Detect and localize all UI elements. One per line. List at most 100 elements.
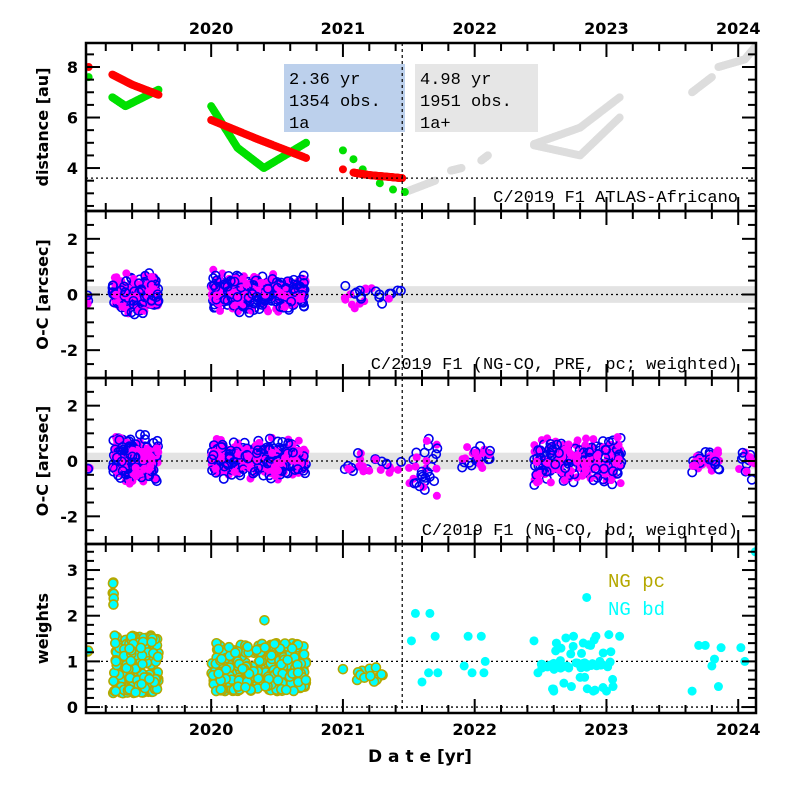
residual-point xyxy=(225,445,236,456)
panel-title: C/2019 F1 (NG-CO, PRE, pc; weighted) xyxy=(371,356,738,375)
weight-bd-point xyxy=(476,631,486,641)
weight-pc-point xyxy=(136,678,147,690)
weight-pc-point xyxy=(282,654,293,666)
residual-point xyxy=(244,307,255,318)
weight-bd-point xyxy=(568,641,578,651)
residual-point xyxy=(395,285,406,296)
residual-point xyxy=(550,459,561,470)
residual-point xyxy=(251,291,262,302)
residual-point xyxy=(340,280,351,291)
residual-point xyxy=(553,448,564,459)
x-tick-label-top: 2024 xyxy=(716,19,761,38)
heliocentric-pre-point xyxy=(338,165,347,174)
residual-point xyxy=(377,298,388,309)
stats-box-line: 2.36 yr xyxy=(289,71,360,90)
y-tick-label: 2 xyxy=(67,397,78,416)
weight-bd-point xyxy=(562,661,572,671)
geocentric-pre-point xyxy=(338,146,347,155)
residual-point xyxy=(736,453,747,464)
stats-box-line: 1a xyxy=(289,115,309,134)
weight-pc-point xyxy=(252,673,264,684)
residual-point xyxy=(121,276,132,287)
weight-bd-point xyxy=(559,678,569,688)
residual-point xyxy=(282,276,293,287)
weight-bd-point xyxy=(713,682,723,692)
weight-bd-point xyxy=(694,640,704,650)
residual-rejected-point xyxy=(463,443,472,452)
weight-bd-point xyxy=(430,631,440,641)
residual-point xyxy=(86,463,94,474)
residual-point xyxy=(710,456,721,467)
residual-point xyxy=(417,471,428,482)
data-layer xyxy=(86,429,756,500)
weight-bd-point xyxy=(406,636,416,646)
x-tick-label: 2022 xyxy=(452,720,497,739)
residual-rejected-point xyxy=(616,479,625,488)
weight-bd-point xyxy=(529,636,539,646)
weight-pc-point xyxy=(135,642,147,654)
residual-point xyxy=(411,477,422,488)
residual-rejected-point xyxy=(122,269,131,278)
weight-bd-point xyxy=(569,631,579,641)
weight-bd-point xyxy=(582,592,592,602)
weight-bd-point xyxy=(433,668,443,678)
residual-point xyxy=(264,433,275,444)
residual-rejected-point xyxy=(581,441,590,450)
residual-point xyxy=(287,447,298,458)
weight-bd-point xyxy=(410,608,420,618)
residual-point xyxy=(424,471,435,482)
residual-rejected-point xyxy=(471,448,480,457)
weight-bd-point xyxy=(550,662,560,672)
panel-distance xyxy=(84,41,758,213)
residual-rejected-point xyxy=(246,474,255,483)
residual-point xyxy=(737,447,748,458)
panel-weights xyxy=(84,542,758,715)
residual-point xyxy=(219,279,230,290)
x-tick-label-top: 2021 xyxy=(321,19,366,38)
residual-rejected-point xyxy=(365,466,374,475)
weight-pc-point xyxy=(110,685,121,697)
x-tick-label-top: 2022 xyxy=(452,19,497,38)
weight-pc-point xyxy=(229,647,241,659)
legend-entry: NG bd xyxy=(608,599,665,621)
y-axis-label: distance [au] xyxy=(33,67,52,186)
residual-point xyxy=(349,288,360,299)
residual-point xyxy=(232,291,243,302)
weight-bd-point xyxy=(575,672,585,682)
residual-point xyxy=(588,475,599,486)
weight-pc-point xyxy=(254,655,265,667)
residual-rejected-point xyxy=(371,455,380,464)
weight-bd-point xyxy=(579,661,589,671)
residual-point xyxy=(135,429,146,440)
weight-pc-point xyxy=(240,681,251,693)
residual-point xyxy=(114,434,125,445)
residual-rejected-point xyxy=(532,458,541,467)
y-tick-label: 1 xyxy=(67,652,78,671)
residual-rejected-point xyxy=(231,274,240,283)
residual-point xyxy=(128,295,139,306)
residual-rejected-point xyxy=(144,465,153,474)
weight-pc-point xyxy=(376,669,387,680)
weight-pc-point xyxy=(107,578,119,589)
residual-rejected-point xyxy=(145,287,154,296)
y-tick-label: 3 xyxy=(67,561,78,580)
residual-rejected-point xyxy=(118,302,127,311)
x-tick-label-top: 2023 xyxy=(584,19,629,38)
weight-pc-point xyxy=(215,684,227,695)
weight-bd-point xyxy=(459,661,469,671)
weight-pc-point xyxy=(300,674,312,686)
y-tick-label: 2 xyxy=(67,607,78,626)
residual-point xyxy=(560,463,571,474)
weight-bd-point xyxy=(424,668,434,678)
residual-point xyxy=(354,285,365,296)
residual-point xyxy=(111,452,122,463)
data-layer xyxy=(86,547,756,708)
residual-point xyxy=(107,280,118,291)
residual-point xyxy=(414,481,425,492)
y-tick-label: -2 xyxy=(60,341,78,360)
residual-point xyxy=(224,451,235,462)
residual-rejected-point xyxy=(376,465,385,474)
residual-point xyxy=(208,280,219,291)
residual-point xyxy=(396,456,407,467)
